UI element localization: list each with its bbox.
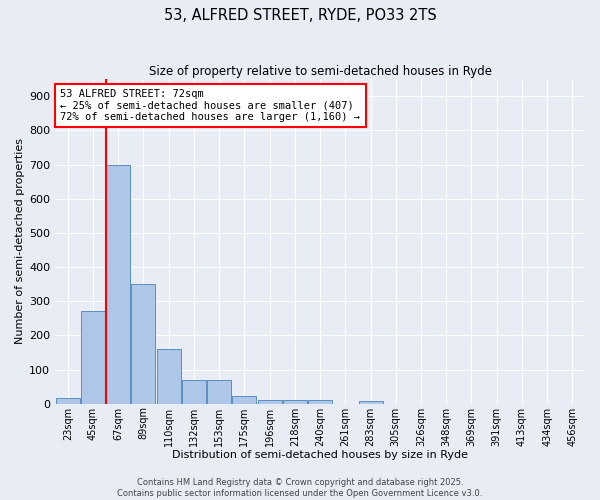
Bar xyxy=(308,400,332,404)
Text: 53, ALFRED STREET, RYDE, PO33 2TS: 53, ALFRED STREET, RYDE, PO33 2TS xyxy=(164,8,436,22)
Title: Size of property relative to semi-detached houses in Ryde: Size of property relative to semi-detach… xyxy=(149,65,491,78)
Bar xyxy=(106,164,130,404)
X-axis label: Distribution of semi-detached houses by size in Ryde: Distribution of semi-detached houses by … xyxy=(172,450,468,460)
Bar xyxy=(207,380,231,404)
Bar xyxy=(257,400,281,404)
Bar xyxy=(81,312,105,404)
Y-axis label: Number of semi-detached properties: Number of semi-detached properties xyxy=(15,138,25,344)
Bar xyxy=(232,396,256,404)
Bar xyxy=(182,380,206,404)
Bar xyxy=(56,398,80,404)
Bar xyxy=(157,349,181,404)
Bar xyxy=(131,284,155,404)
Text: 53 ALFRED STREET: 72sqm
← 25% of semi-detached houses are smaller (407)
72% of s: 53 ALFRED STREET: 72sqm ← 25% of semi-de… xyxy=(61,89,361,122)
Bar xyxy=(359,401,383,404)
Text: Contains HM Land Registry data © Crown copyright and database right 2025.
Contai: Contains HM Land Registry data © Crown c… xyxy=(118,478,482,498)
Bar xyxy=(283,400,307,404)
